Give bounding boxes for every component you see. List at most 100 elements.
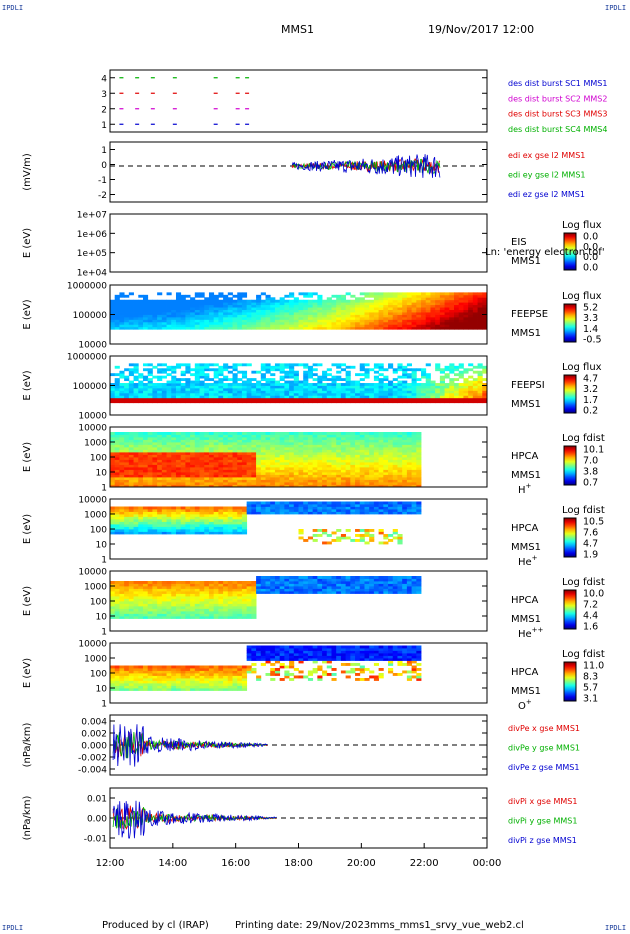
spectrogram-cell bbox=[373, 307, 380, 310]
spectrogram-cell bbox=[289, 449, 295, 453]
spectrogram-cell bbox=[350, 397, 356, 401]
spectrogram-cell bbox=[388, 539, 394, 542]
spectrogram-cell bbox=[227, 324, 233, 328]
spectrogram-cell bbox=[152, 484, 158, 488]
spectrogram-cell bbox=[152, 469, 158, 473]
spectrogram-cell bbox=[406, 442, 412, 445]
spectrogram-cell bbox=[326, 314, 332, 318]
spectrogram-cell bbox=[138, 588, 144, 592]
spectrogram-cell bbox=[110, 581, 116, 584]
spectrogram-cell bbox=[289, 576, 295, 579]
spectrogram-cell bbox=[256, 459, 262, 463]
spectrogram-cell bbox=[482, 307, 488, 310]
spectrogram-cell bbox=[331, 591, 337, 594]
spectrogram-cell bbox=[199, 484, 205, 488]
spectrogram-cell bbox=[317, 439, 323, 443]
spectrogram-cell bbox=[303, 576, 309, 579]
spectrogram-cell bbox=[237, 613, 243, 617]
spectrogram-cell bbox=[119, 598, 125, 602]
spectrogram-cell bbox=[468, 397, 474, 401]
spectrogram-cell bbox=[142, 309, 149, 313]
spectrogram-cell bbox=[388, 297, 394, 301]
spectrogram-cell bbox=[124, 383, 130, 386]
spectrogram-cell bbox=[449, 383, 455, 386]
spectrogram-cell bbox=[110, 397, 116, 401]
spectrogram-cell bbox=[213, 519, 219, 522]
spectrogram-cell bbox=[119, 312, 125, 315]
spectrogram-cell bbox=[147, 529, 153, 532]
spectrogram-cell bbox=[190, 601, 196, 604]
spectrogram-cell bbox=[223, 603, 229, 607]
spectrogram-cell bbox=[185, 316, 191, 320]
spectrogram-cell bbox=[241, 509, 248, 512]
spectrogram-cell bbox=[124, 449, 130, 453]
spectrogram-cell bbox=[477, 302, 483, 306]
spectrogram-cell bbox=[185, 509, 191, 512]
spectrogram-cell bbox=[138, 598, 144, 602]
spectrogram-cell bbox=[411, 302, 417, 306]
spectrogram-cell bbox=[383, 534, 389, 537]
spectrogram-cell bbox=[312, 534, 318, 537]
spectrogram-cell bbox=[388, 457, 394, 460]
spectrogram-cell bbox=[322, 375, 328, 379]
spectrogram-cell bbox=[161, 432, 167, 435]
spectrogram-cell bbox=[421, 385, 427, 389]
spectrogram-cell bbox=[142, 606, 149, 609]
spectrogram-cell bbox=[336, 299, 342, 303]
spectrogram-cell bbox=[279, 363, 285, 367]
spectrogram-cell bbox=[444, 292, 450, 296]
spectrogram-cell bbox=[175, 302, 182, 306]
spectrogram-cell bbox=[142, 477, 149, 480]
spectrogram-cell bbox=[166, 397, 172, 401]
spectrogram-cell bbox=[293, 442, 299, 445]
spectrogram-cell bbox=[392, 464, 398, 468]
spectrogram-cell bbox=[237, 479, 243, 483]
spectrogram-cell bbox=[227, 526, 233, 530]
spectrogram-cell bbox=[284, 383, 290, 386]
spectrogram-cell bbox=[133, 299, 139, 303]
spectrogram-cell bbox=[416, 454, 422, 458]
spectrogram-cell bbox=[119, 299, 125, 303]
spectrogram-cell bbox=[383, 464, 389, 468]
spectrogram-cell bbox=[364, 390, 370, 394]
spectrogram-cell bbox=[392, 576, 398, 579]
spectrogram-cell bbox=[199, 472, 205, 475]
spectrogram-cell bbox=[388, 462, 394, 465]
spectrogram-cell bbox=[246, 601, 252, 604]
spectrogram-cell bbox=[147, 380, 153, 384]
spectrogram-cell bbox=[223, 444, 229, 448]
spectrogram-cell bbox=[317, 586, 323, 589]
spectrogram-cell bbox=[274, 395, 281, 399]
spectrogram-cell bbox=[114, 593, 120, 597]
spectrogram-cell bbox=[326, 442, 332, 445]
spectrogram-cell bbox=[208, 616, 215, 619]
spectrogram-cell bbox=[406, 299, 412, 303]
spectrogram-cell bbox=[482, 385, 488, 389]
spectrogram-cell bbox=[439, 392, 445, 396]
spectrogram-cell bbox=[284, 434, 290, 438]
spectrogram-cell bbox=[317, 392, 323, 396]
spectrogram-cell bbox=[133, 524, 139, 527]
spectrogram-cell bbox=[265, 576, 271, 579]
spectrogram-cell bbox=[270, 474, 276, 478]
spectrogram-cell bbox=[190, 506, 196, 510]
spectrogram-cell bbox=[331, 506, 337, 510]
spectrogram-cell bbox=[161, 444, 167, 448]
spectrogram-cell bbox=[364, 373, 370, 377]
spectrogram-cell bbox=[378, 434, 384, 438]
spectrogram-cell bbox=[166, 474, 172, 478]
spectrogram-cell bbox=[213, 307, 219, 310]
spectrogram-cell bbox=[406, 368, 412, 372]
spectrogram-cell bbox=[246, 321, 252, 325]
spectrogram-cell bbox=[317, 467, 323, 470]
spectrogram-cell bbox=[350, 316, 356, 320]
spectrogram-cell bbox=[133, 434, 139, 438]
y-tick-label: 10 bbox=[96, 469, 108, 479]
spectrogram-cell bbox=[392, 474, 398, 478]
spectrogram-cell bbox=[227, 452, 233, 455]
spectrogram-cell bbox=[227, 606, 233, 609]
spectrogram-cell bbox=[270, 583, 276, 587]
spectrogram-cell bbox=[161, 601, 167, 604]
spectrogram-cell bbox=[218, 439, 224, 443]
spectrogram-cell bbox=[326, 464, 332, 468]
